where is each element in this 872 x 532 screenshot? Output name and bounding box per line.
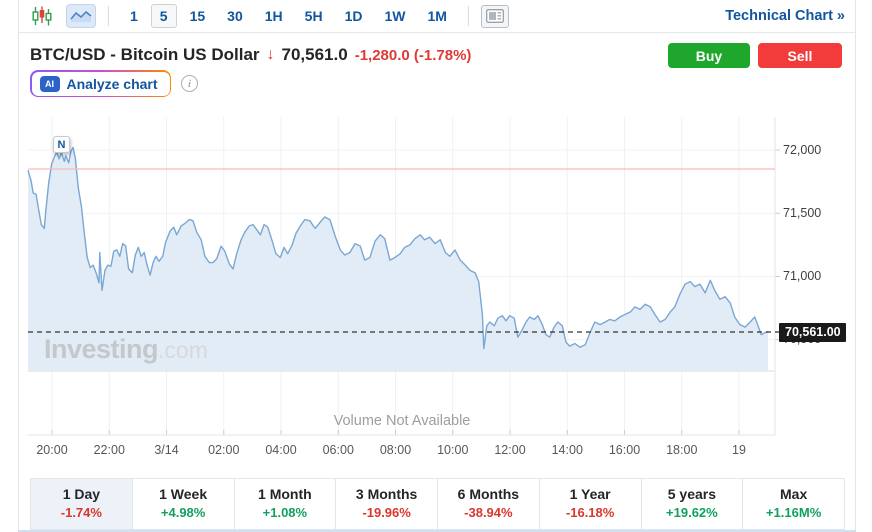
price-axis-label: 71,000 (783, 269, 822, 283)
timeframe-change: +4.98% (160, 505, 206, 520)
timeframe-change: +1.16M% (765, 505, 822, 520)
analyze-chart-button[interactable]: AI Analyze chart (30, 70, 172, 97)
time-axis-label: 20:00 (36, 443, 68, 457)
time-axis-label: 18:00 (666, 443, 698, 457)
candlestick-chart-icon[interactable] (30, 4, 54, 28)
timeframe-label: 1 Year (569, 486, 611, 502)
price-line (27, 146, 769, 350)
last-price: 70,561.0 (281, 45, 348, 64)
watermark-logo: Investing.com (44, 334, 208, 365)
toolbar-divider (108, 6, 109, 26)
interval-5[interactable]: 5 (150, 4, 177, 28)
interval-30[interactable]: 30 (218, 4, 252, 28)
timeframe-label: Max (780, 486, 808, 502)
news-panel-icon[interactable] (480, 4, 509, 28)
interval-1m[interactable]: 1M (418, 4, 455, 28)
time-axis-label: 19 (732, 443, 746, 457)
instrument-header: BTC/USD - Bitcoin US Dollar ↓ 70,561.0 -… (30, 41, 471, 69)
timeframe-change: +19.62% (666, 505, 718, 520)
price-area-fill (28, 147, 768, 371)
interval-5h[interactable]: 5H (296, 4, 332, 28)
timeframe-max[interactable]: Max +1.16M% (742, 479, 844, 529)
timeframe-label: 6 Months (457, 486, 520, 502)
page-right-border (855, 0, 856, 532)
timeframe-bar: 1 Day -1.74% 1 Week +4.98% 1 Month +1.08% 3 Mo… (30, 478, 845, 530)
timeframe-1-day[interactable]: 1 Day -1.74% (31, 479, 132, 529)
timeframe-label: 5 years (667, 486, 717, 502)
toolbar-divider-2 (467, 6, 469, 26)
time-axis-label: 3/14 (154, 443, 179, 457)
timeframe-change: +1.08% (262, 505, 308, 520)
timeframe-change: -1.74% (60, 505, 102, 520)
watermark-light: .com (158, 337, 208, 363)
current-price-tag: 70,561.00 (779, 322, 846, 342)
sell-button[interactable]: Sell (758, 43, 842, 68)
candlestick-glyph (32, 6, 52, 26)
news-marker[interactable]: N (53, 136, 70, 153)
time-axis-label: 02:00 (208, 443, 240, 457)
timeframe-3-months[interactable]: 3 Months -19.96% (335, 479, 437, 529)
timeframe-1-month[interactable]: 1 Month +1.08% (233, 479, 336, 529)
timeframe-label: 1 Week (159, 486, 208, 502)
timeframe-label: 1 Day (62, 486, 101, 502)
timeframe-1-week[interactable]: 1 Week +4.98% (131, 479, 234, 529)
bottom-section-divider (18, 530, 856, 532)
time-axis-label: 04:00 (265, 443, 297, 457)
time-axis-label: 12:00 (494, 443, 526, 457)
price-chart-canvas[interactable] (0, 0, 872, 470)
interval-1d[interactable]: 1D (336, 4, 372, 28)
watermark-bold: Investing (44, 334, 159, 364)
analyze-chart-inner: AI Analyze chart (31, 71, 170, 96)
buy-button[interactable]: Buy (668, 43, 750, 68)
price-axis-label: 72,000 (783, 142, 822, 157)
interval-1[interactable]: 1 (121, 4, 147, 28)
area-glyph (70, 10, 92, 22)
technical-chart-link[interactable]: Technical Chart » (725, 8, 845, 24)
interval-15[interactable]: 15 (181, 4, 215, 28)
time-axis-label: 16:00 (608, 443, 641, 457)
interval-list: 1 5 15 30 1H 5H 1D 1W 1M (121, 4, 456, 28)
chart-toolbar: 1 5 15 30 1H 5H 1D 1W 1M Technical Chart » (19, 0, 855, 33)
timeframe-5-years[interactable]: 5 years +19.62% (640, 479, 743, 529)
down-arrow-icon: ↓ (266, 46, 275, 63)
price-change: -1,280.0 (-1.78%) (354, 46, 472, 64)
price-axis-label: 71,500 (783, 205, 822, 220)
timeframe-6-months[interactable]: 6 Months -38.94% (437, 479, 539, 529)
time-axis-label: 06:00 (322, 443, 354, 457)
time-axis-label: 08:00 (379, 443, 412, 457)
info-icon[interactable]: i (181, 75, 199, 92)
timeframe-change: -19.96% (362, 505, 411, 520)
interval-1h[interactable]: 1H (256, 4, 292, 28)
analyze-chart-label: Analyze chart (66, 75, 158, 92)
time-axis-label: 22:00 (93, 443, 125, 457)
page-left-border (18, 0, 19, 532)
ai-badge-icon: AI (39, 75, 60, 92)
news-glyph (485, 9, 504, 23)
time-axis-label: 14:00 (551, 443, 583, 457)
instrument-title: BTC/USD - Bitcoin US Dollar (30, 45, 260, 64)
timeframe-1-year[interactable]: 1 Year -16.18% (538, 479, 641, 529)
area-chart-icon[interactable] (66, 4, 96, 28)
timeframe-change: -38.94% (464, 505, 513, 520)
interval-1w[interactable]: 1W (375, 4, 414, 28)
analyze-row: AI Analyze chart i (30, 70, 199, 97)
timeframe-label: 1 Month (258, 486, 312, 502)
timeframe-change: -16.18% (565, 505, 615, 520)
timeframe-label: 3 Months (355, 486, 418, 502)
time-axis-label: 10:00 (437, 443, 469, 457)
volume-status: Volume Not Available (333, 413, 471, 429)
